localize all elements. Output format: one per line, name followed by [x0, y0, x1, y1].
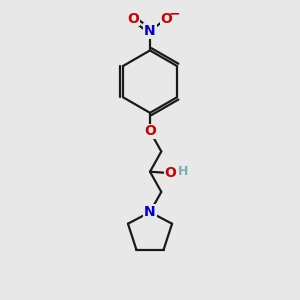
Text: O: O: [160, 12, 172, 26]
Text: N: N: [144, 205, 156, 219]
Text: O: O: [144, 124, 156, 138]
Text: N: N: [144, 24, 156, 38]
Text: O: O: [128, 12, 140, 26]
Text: −: −: [169, 6, 181, 20]
Text: O: O: [164, 166, 176, 180]
Text: H: H: [178, 165, 188, 178]
